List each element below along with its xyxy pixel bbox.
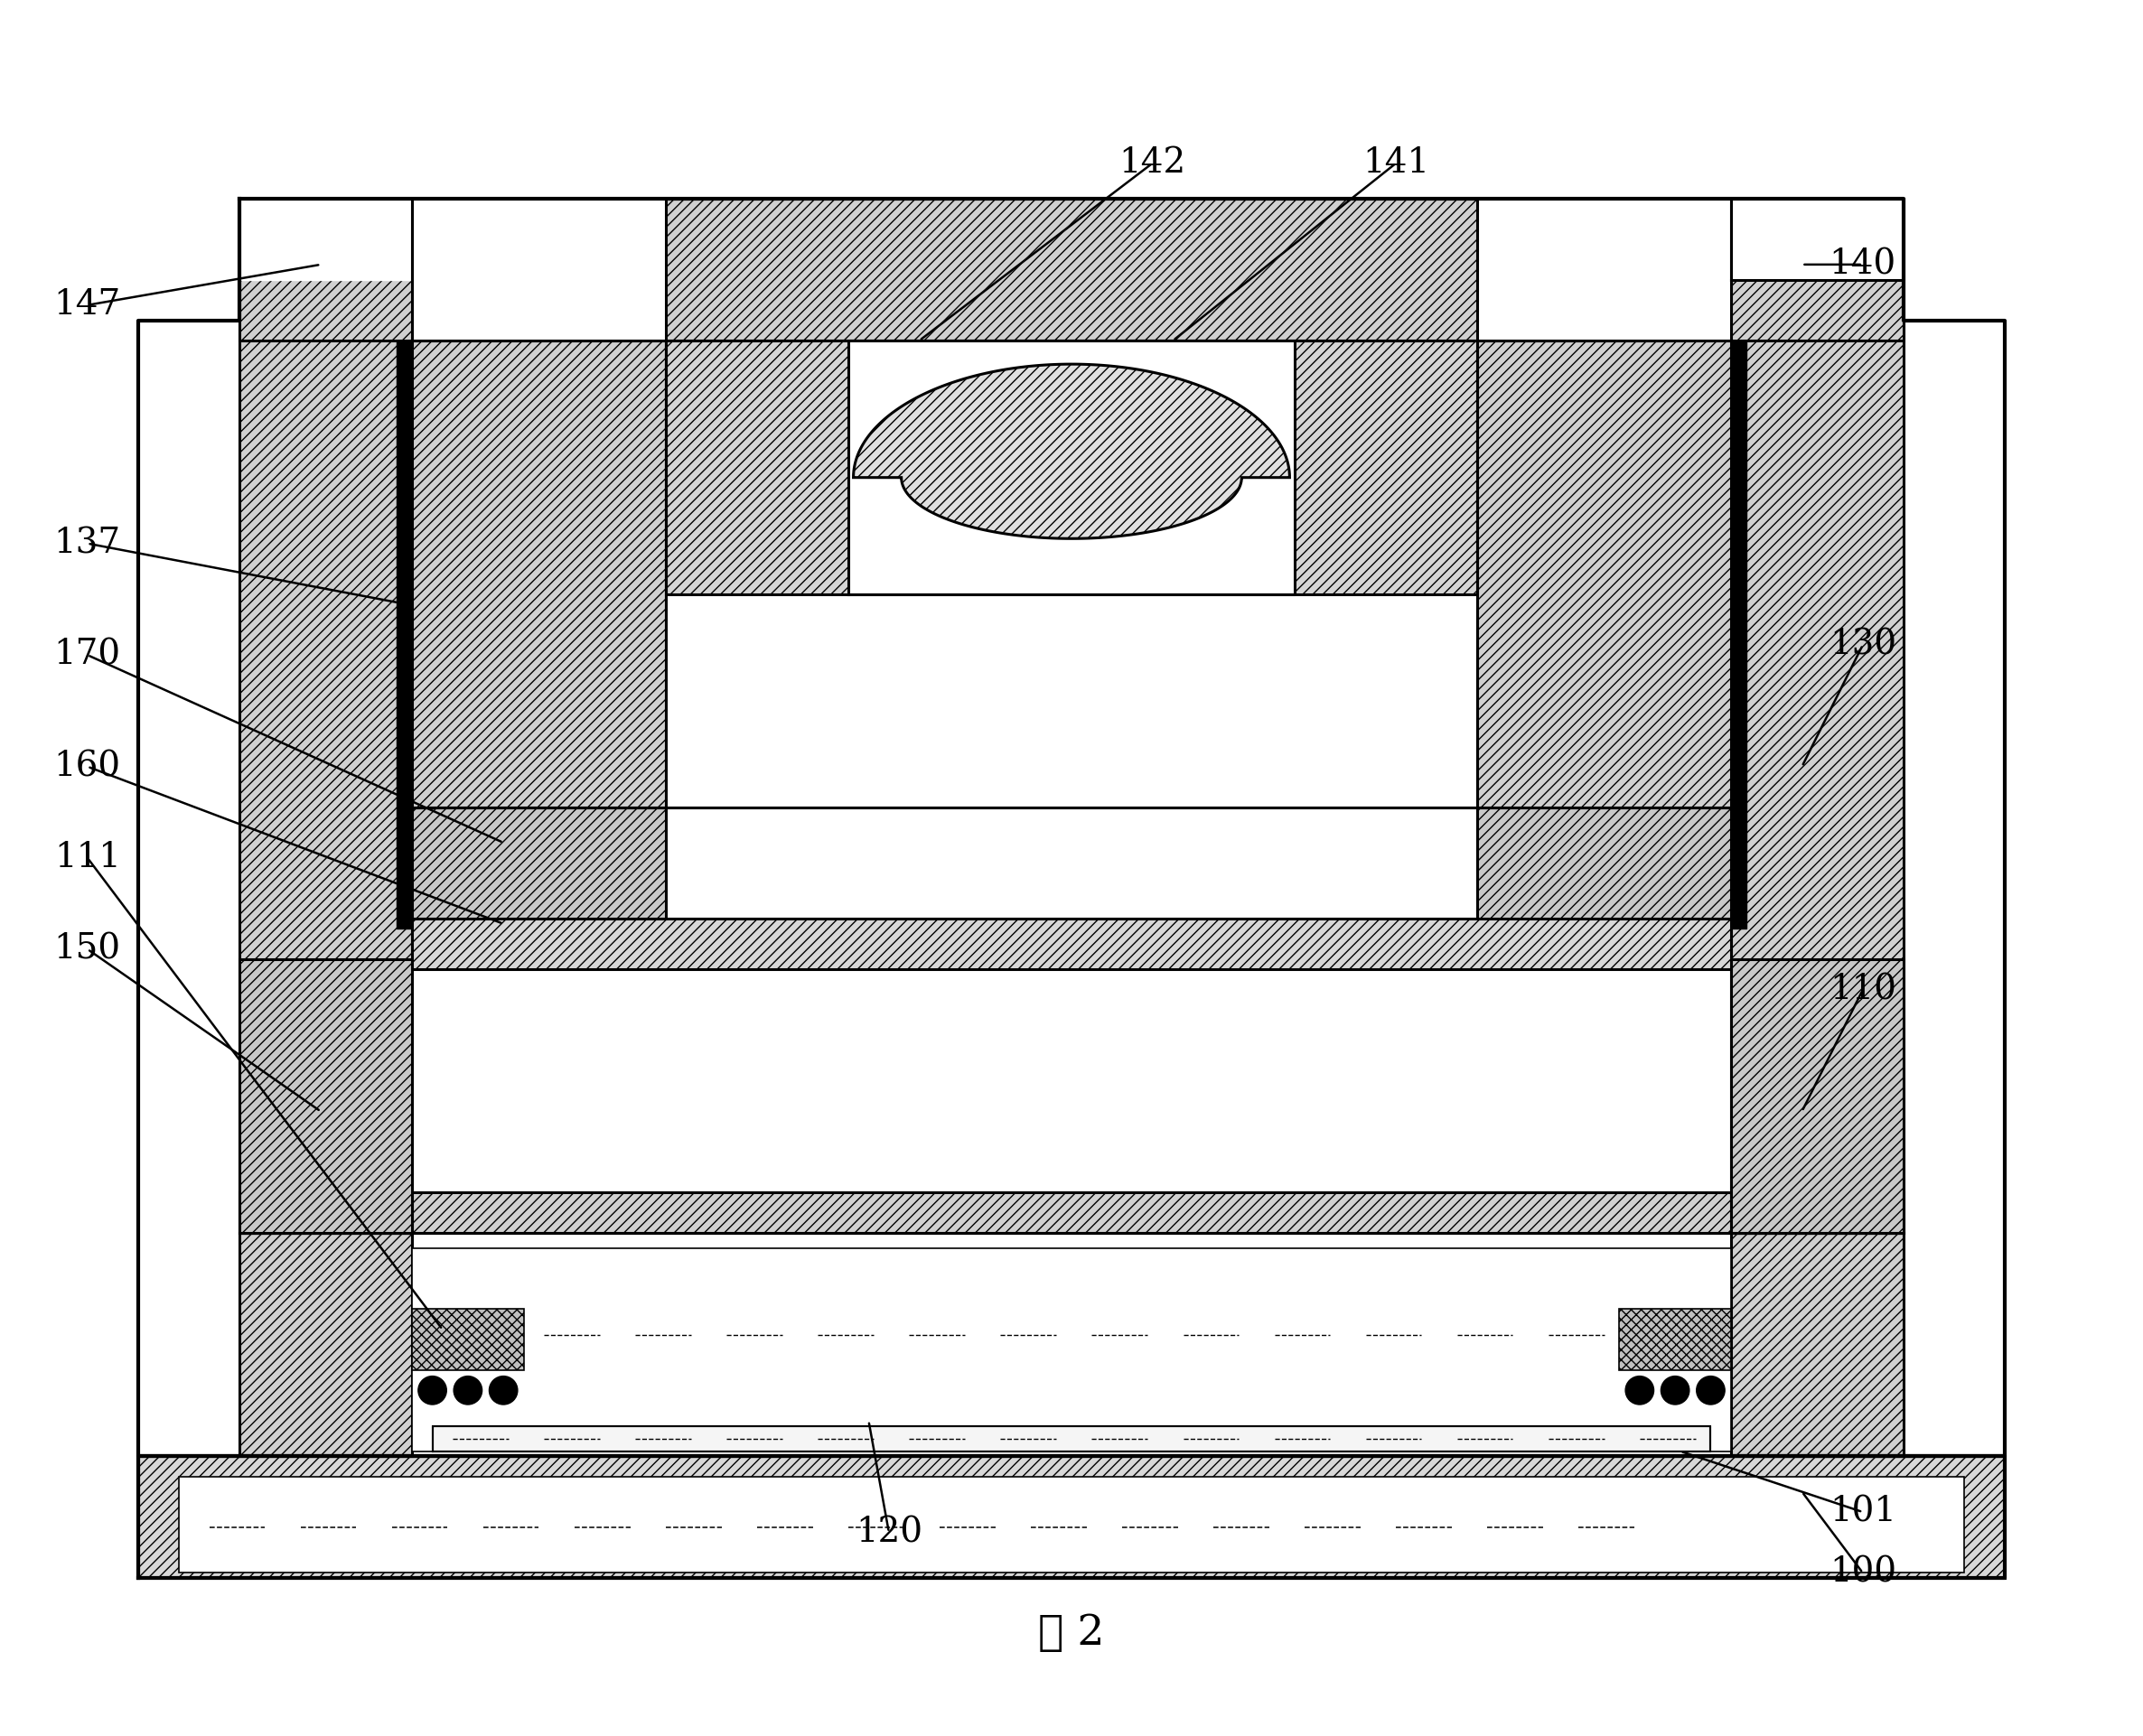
Polygon shape [1732, 1233, 1903, 1457]
Polygon shape [411, 918, 1732, 969]
Text: 100: 100 [1830, 1555, 1897, 1590]
Text: 111: 111 [54, 842, 120, 875]
Polygon shape [1620, 1309, 1732, 1370]
Text: 147: 147 [54, 288, 120, 321]
Text: 101: 101 [1830, 1495, 1897, 1529]
Polygon shape [1477, 807, 1732, 918]
Polygon shape [1732, 321, 1903, 1233]
Polygon shape [411, 340, 666, 807]
Polygon shape [240, 198, 411, 279]
Polygon shape [853, 365, 1290, 538]
Polygon shape [240, 1233, 411, 1457]
Polygon shape [396, 321, 433, 929]
Text: 137: 137 [54, 526, 120, 561]
Text: 120: 120 [855, 1516, 921, 1549]
Polygon shape [666, 340, 1477, 594]
Polygon shape [1477, 340, 1732, 807]
Polygon shape [1732, 198, 1903, 340]
Text: 160: 160 [54, 750, 120, 783]
Circle shape [1661, 1377, 1689, 1404]
Text: 图 2: 图 2 [1039, 1613, 1104, 1654]
Polygon shape [240, 960, 411, 1233]
Text: 150: 150 [54, 932, 120, 965]
Circle shape [1697, 1377, 1725, 1404]
Circle shape [454, 1377, 482, 1404]
Polygon shape [240, 1193, 1903, 1233]
Text: 110: 110 [1830, 972, 1897, 1007]
Circle shape [1624, 1377, 1654, 1404]
Polygon shape [1477, 198, 1732, 340]
Bar [178, 1477, 1965, 1573]
Polygon shape [411, 1309, 523, 1370]
Polygon shape [240, 321, 411, 1233]
Circle shape [418, 1377, 446, 1404]
Polygon shape [666, 340, 1477, 807]
Polygon shape [240, 198, 411, 340]
Circle shape [489, 1377, 519, 1404]
Text: 130: 130 [1830, 628, 1897, 661]
Polygon shape [137, 1457, 2006, 1578]
Polygon shape [1732, 960, 1903, 1233]
Polygon shape [411, 198, 1732, 340]
Text: 142: 142 [1119, 146, 1187, 181]
Text: 170: 170 [54, 639, 120, 672]
Polygon shape [411, 198, 666, 340]
Text: 140: 140 [1830, 248, 1897, 281]
Polygon shape [1710, 321, 1747, 929]
Polygon shape [411, 807, 666, 918]
Polygon shape [849, 340, 1294, 594]
Text: 141: 141 [1363, 146, 1429, 181]
Polygon shape [1732, 198, 1903, 279]
Bar [411, 1248, 1732, 1451]
Bar [433, 1425, 1710, 1451]
